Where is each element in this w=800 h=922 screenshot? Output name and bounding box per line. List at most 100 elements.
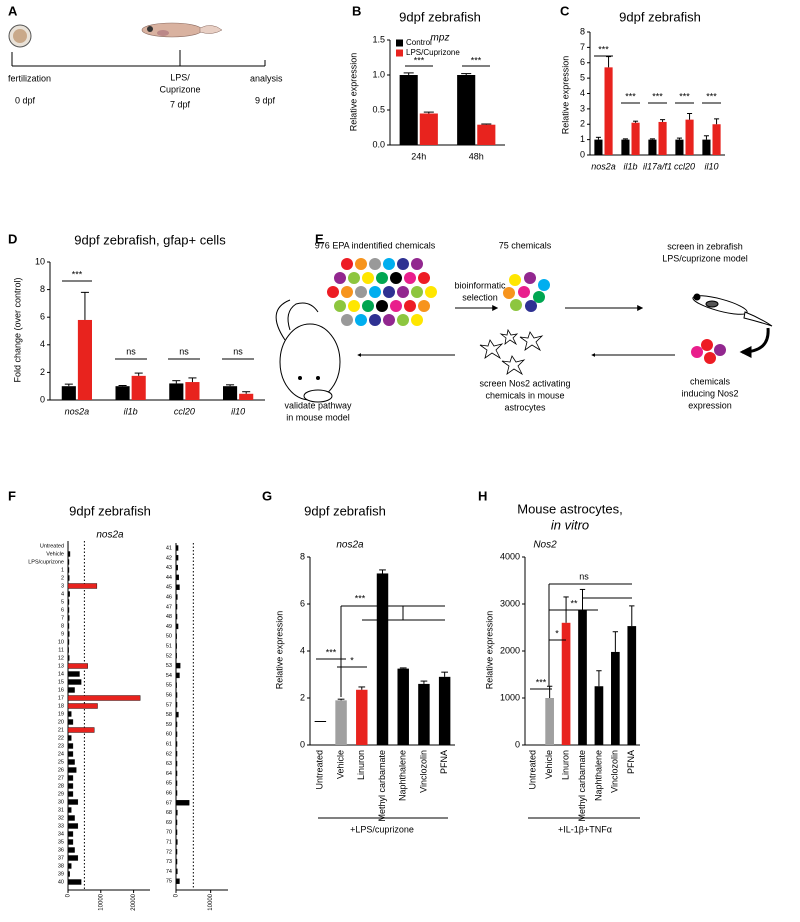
y-tick-label: 1000	[500, 692, 520, 702]
y-tick-label: 66	[166, 790, 172, 796]
chemical-dot	[524, 272, 536, 284]
y-tick-label: 65	[166, 781, 172, 787]
chemical-dot	[327, 286, 339, 298]
chemical-dot	[383, 258, 395, 270]
y-tick-label: 24	[58, 751, 64, 757]
x-tick-label: PFNA	[439, 750, 449, 774]
x-tick-label: 48h	[469, 151, 484, 161]
y-tick-label: 59	[166, 722, 172, 728]
bar	[67, 831, 74, 837]
bar	[175, 653, 177, 659]
bar	[631, 122, 640, 155]
chart-title: 9dpf zebrafish	[69, 503, 151, 518]
chemical-dot	[714, 344, 726, 356]
timeline-time: 7 dpf	[170, 99, 191, 109]
chart-title: Mouse astrocytes,	[517, 501, 623, 516]
timeline-time: 0 dpf	[15, 95, 36, 105]
x-tick-label: Linuron	[560, 750, 570, 780]
bar	[578, 609, 587, 745]
y-tick-label: 7	[580, 42, 585, 52]
chemical-dot	[425, 286, 437, 298]
chemical-dot	[404, 300, 416, 312]
bar	[175, 721, 178, 728]
y-axis-label: Fold change (over control)	[12, 277, 22, 382]
bar	[175, 692, 178, 698]
y-tick-label: 20	[58, 719, 64, 725]
x-tick-label: Vehicle	[544, 750, 554, 779]
y-tick-label: 0.5	[372, 104, 385, 114]
y-tick-label: Vehicle	[46, 551, 64, 557]
workflow-label: validate pathway	[284, 400, 352, 410]
y-tick-label: 63	[166, 761, 172, 767]
chemical-dot	[390, 300, 402, 312]
bar	[67, 583, 98, 589]
bar	[175, 662, 181, 669]
bar	[175, 711, 179, 718]
y-tick-label: 30	[58, 799, 64, 805]
bar	[67, 631, 70, 637]
chemical-dot	[334, 300, 346, 312]
x-tick-label: il17a/f1	[643, 161, 672, 171]
y-tick-label: 70	[166, 830, 172, 836]
bar	[67, 743, 74, 749]
bar	[115, 386, 130, 400]
y-tick-label: 37	[58, 855, 64, 861]
chemical-dot	[334, 272, 346, 284]
chemical-dot	[411, 286, 423, 298]
y-tick-label: 22	[58, 735, 64, 741]
y-tick-label: 69	[166, 820, 172, 826]
bar	[67, 623, 70, 629]
bar	[61, 386, 76, 400]
y-tick-label: 2	[40, 367, 45, 377]
bar	[376, 573, 389, 745]
bar	[702, 139, 711, 155]
y-tick-label: 28	[58, 783, 64, 789]
y-tick-label: 18	[58, 703, 64, 709]
chart-title: 9dpf zebrafish	[619, 9, 701, 24]
y-tick-label: 56	[166, 692, 172, 698]
significance-label: ***	[471, 55, 482, 65]
y-tick-label: 48	[166, 614, 172, 620]
bar	[477, 124, 496, 145]
bar	[175, 604, 178, 610]
y-tick-label: 57	[166, 702, 172, 708]
y-tick-label: 9	[61, 631, 64, 637]
significance-label: ***	[326, 647, 337, 657]
chemical-dot	[533, 291, 545, 303]
x-tick-label: ccl20	[674, 161, 695, 171]
bar	[67, 839, 74, 845]
y-tick-label: 0	[300, 739, 305, 749]
y-tick-label: 13	[58, 663, 64, 669]
x-tick-label: il1b	[124, 406, 138, 416]
y-tick-label: 44	[166, 575, 172, 581]
y-tick-label: 34	[58, 831, 64, 837]
bar	[175, 633, 177, 639]
bar	[175, 672, 180, 679]
y-tick-label: 4	[61, 591, 64, 597]
bar	[67, 711, 72, 717]
bar	[67, 807, 72, 813]
chemical-dot	[525, 300, 537, 312]
workflow-label: 75 chemicals	[499, 240, 552, 250]
bar	[77, 319, 92, 400]
workflow-label: expression	[688, 400, 732, 410]
y-tick-label: 12	[58, 655, 64, 661]
panel-label: D	[8, 231, 17, 246]
significance-label: ns	[233, 346, 243, 356]
panel-label: H	[478, 488, 487, 503]
x-tick-label: 0	[174, 893, 180, 897]
x-tick-label: 24h	[411, 151, 426, 161]
bar	[67, 599, 70, 605]
bar	[67, 775, 74, 781]
chart-subtitle: nos2a	[336, 540, 364, 551]
y-tick-label: 0	[580, 149, 585, 159]
y-tick-label: 2	[580, 119, 585, 129]
bar	[594, 686, 604, 745]
chemical-dot	[376, 300, 388, 312]
chemical-dot	[510, 299, 522, 311]
bar	[438, 676, 451, 745]
bar	[175, 809, 178, 816]
bar	[223, 386, 238, 400]
y-tick-label: 4	[300, 645, 305, 655]
y-tick-label: 3000	[500, 598, 520, 608]
